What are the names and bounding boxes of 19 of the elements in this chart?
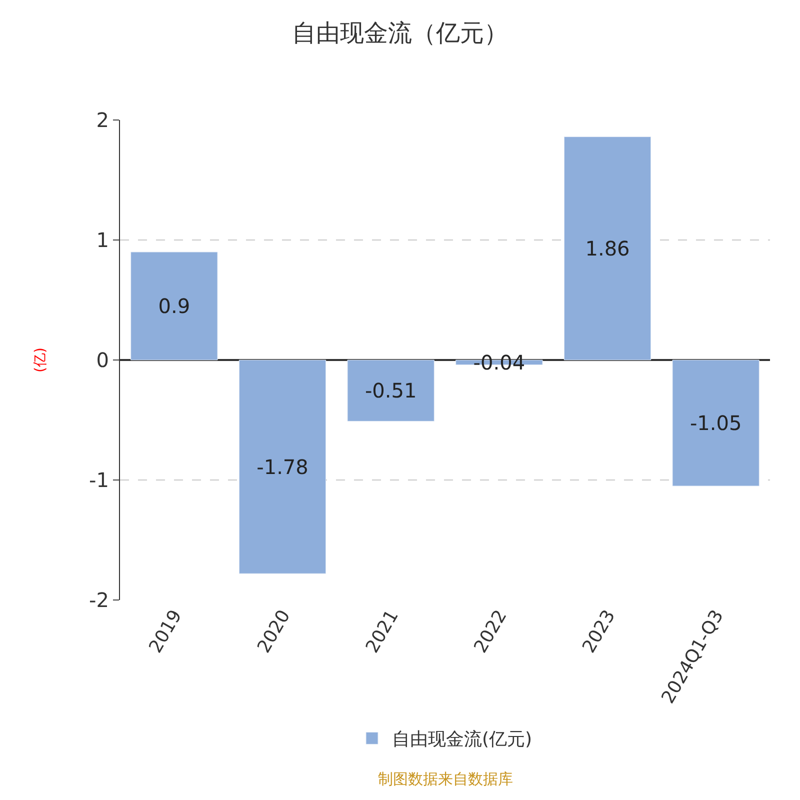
bar — [672, 360, 760, 486]
legend-label: 自由现金流(亿元) — [392, 729, 532, 750]
bar — [564, 136, 652, 360]
y-tick-label: -1 — [89, 468, 109, 492]
chart-title: 自由现金流（亿元） — [292, 18, 508, 47]
bar — [347, 360, 434, 422]
y-tick-label: 0 — [96, 348, 109, 372]
data-label: -1.78 — [256, 454, 308, 479]
data-label: 0.9 — [158, 294, 190, 318]
y-tick-label: -2 — [89, 588, 109, 612]
data-label: -1.05 — [690, 411, 742, 435]
bar — [238, 360, 326, 574]
bar — [130, 252, 218, 360]
data-label: 1.86 — [585, 236, 630, 260]
text: 制图数据来自数据库 — [378, 770, 513, 788]
data-label: -0.51 — [364, 378, 417, 403]
y-tick-label: 2 — [96, 108, 109, 132]
y-tick-label: 1 — [96, 228, 109, 252]
y-axis-title: (亿) — [32, 348, 49, 372]
